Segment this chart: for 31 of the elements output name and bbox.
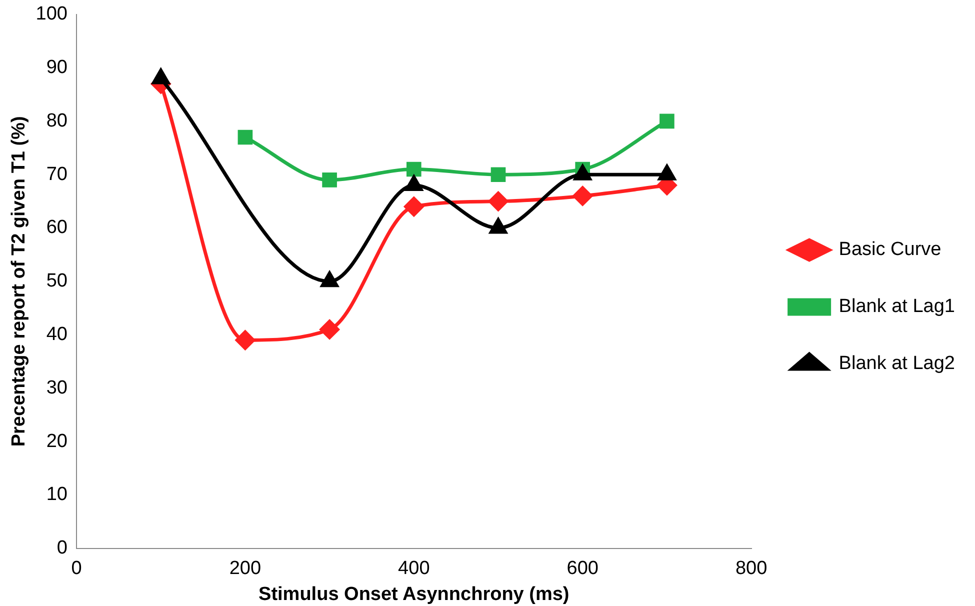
point [238, 130, 253, 145]
point [406, 162, 422, 177]
y-tick-label: 60 [46, 217, 68, 238]
x-tick-label: 200 [229, 558, 262, 580]
point [490, 167, 506, 182]
y-tick-label: 80 [46, 110, 68, 132]
y-tick-label: 20 [46, 430, 68, 452]
y-tick-label: 30 [46, 377, 68, 398]
point [488, 192, 508, 212]
y-tick-label: 70 [46, 164, 68, 185]
point [235, 330, 255, 350]
legend-label: Basic Curve [838, 239, 942, 260]
y-tick-label: 90 [46, 57, 68, 78]
y-axis-title: Precentage report of T2 given T1 (%) [8, 116, 30, 447]
y-tick-label: 0 [56, 538, 68, 559]
x-axis-title: Stimulus Onset Asynnchrony (ms) [258, 584, 570, 605]
x-tick-label: 0 [71, 558, 82, 580]
x-tick-label: 400 [398, 558, 430, 580]
point [322, 172, 337, 188]
y-tick-label: 10 [46, 484, 68, 506]
point [572, 186, 592, 206]
x-tick-label: 800 [735, 558, 768, 580]
legend-label: Blank at Lag1 [838, 296, 956, 318]
point [660, 114, 674, 129]
y-tick-label: 40 [46, 324, 68, 346]
y-tick-label: 100 [36, 4, 68, 25]
legend-label: Blank at Lag2 [838, 353, 956, 374]
x-tick-label: 600 [566, 558, 598, 580]
point [404, 196, 424, 216]
y-tick-label: 50 [46, 270, 68, 292]
point [320, 320, 340, 340]
